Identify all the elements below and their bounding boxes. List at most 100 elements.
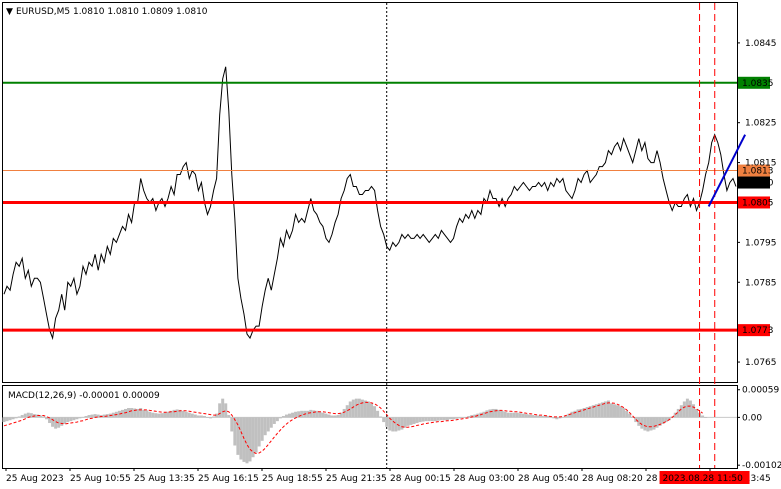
macd-bar [172, 409, 176, 418]
macd-bar [655, 417, 659, 428]
macd-bar [597, 403, 601, 418]
macd-bar [385, 417, 389, 427]
macd-bar [184, 411, 188, 418]
symbol-arrow-icon[interactable]: ▼ [6, 7, 13, 17]
macd-bar [603, 401, 607, 418]
macd-bar [379, 416, 383, 418]
macd-bar [534, 415, 538, 418]
y-tick-label: 1.0825 [745, 119, 777, 129]
macd-bar [75, 417, 79, 420]
macd-bar [406, 417, 410, 426]
macd-bar [622, 408, 626, 418]
macd-bar [227, 415, 231, 418]
x-tick-label: 28 Aug 00:15 [390, 474, 451, 484]
macd-bar [248, 417, 252, 462]
macd-bar [336, 415, 340, 418]
x-tick-label: 28 Aug 08:20 [582, 474, 643, 484]
macd-bar [324, 413, 328, 418]
macd-bar [284, 414, 288, 418]
macd-bar [309, 409, 313, 418]
macd-bar [193, 414, 197, 418]
macd-bar [482, 411, 486, 418]
macd-bar [166, 411, 170, 418]
macd-bar [652, 417, 656, 430]
macd-bar [400, 417, 404, 430]
macd-bar [151, 412, 155, 418]
macd-bar [616, 405, 620, 418]
y-tick-label: 1.0785 [745, 278, 777, 288]
macd-bar [491, 408, 495, 418]
macd-bar [251, 417, 255, 458]
macd-bar [691, 404, 695, 418]
macd-bar [224, 403, 228, 418]
macd-bar [594, 404, 598, 418]
macd-bar [530, 415, 534, 418]
macd-bar [464, 417, 468, 418]
macd-bar [333, 415, 337, 418]
macd-bar [242, 417, 246, 462]
price-line [3, 66, 737, 341]
chart-title: EURUSD,M5 1.0810 1.0810 1.0809 1.0810 [16, 7, 208, 17]
macd-bar [543, 415, 547, 418]
macd-bar [212, 416, 216, 418]
macd-bar [315, 410, 319, 418]
macd-bar [221, 398, 225, 418]
macd-bar [66, 417, 70, 423]
macd-bar [312, 410, 316, 418]
macd-bar [628, 413, 632, 418]
macd-bar [69, 417, 73, 422]
macd-bar [306, 410, 310, 418]
macd-bar [455, 417, 459, 419]
macd-bar [239, 417, 243, 460]
macd-bar [269, 417, 273, 428]
macd-bar [433, 417, 437, 422]
macd-bar [14, 417, 18, 419]
macd-bar [549, 416, 553, 418]
y-tick-label: 1.0845 [745, 39, 777, 49]
macd-bar [181, 410, 185, 418]
macd-bar [233, 417, 237, 446]
macd-bar [436, 417, 440, 421]
macd-bar [321, 412, 325, 418]
macd-title: MACD(12,26,9) -0.00001 0.00009 [8, 391, 160, 401]
macd-bar [527, 414, 531, 418]
macd-bar [609, 403, 613, 418]
macd-bar [84, 415, 88, 418]
macd-bar [154, 413, 158, 418]
macd-bar [555, 417, 559, 420]
macd-bar [418, 417, 422, 423]
macd-bar [606, 400, 610, 418]
macd-bar [5, 417, 9, 422]
macd-bar [695, 408, 699, 418]
x-tick-label: 25 Aug 21:35 [326, 474, 387, 484]
macd-bar [676, 408, 680, 418]
macd-bar [524, 414, 528, 418]
macd-bar [187, 412, 191, 418]
macd-bar [631, 417, 635, 418]
macd-bar [111, 412, 115, 418]
price-label-bg [738, 196, 770, 209]
macd-bar [391, 417, 395, 432]
macd-bar [685, 398, 689, 418]
macd-bar [148, 411, 152, 418]
macd-bar [2, 417, 6, 423]
macd-bar [278, 417, 282, 419]
macd-bar [142, 409, 146, 418]
macd-bar [145, 410, 149, 418]
macd-bar [497, 409, 501, 418]
macd-bar [218, 403, 222, 418]
macd-histogram [2, 398, 708, 464]
macd-bar [345, 405, 349, 418]
macd-bar [515, 412, 519, 418]
macd-bar [120, 409, 124, 418]
y-tick-label: 1.0795 [745, 238, 777, 248]
macd-bar [169, 410, 173, 418]
macd-tick-label: 0.00059 [742, 386, 779, 396]
macd-bar [288, 413, 292, 418]
macd-bar [679, 405, 683, 418]
macd-bar [506, 412, 510, 418]
macd-bar [503, 411, 507, 418]
price-label-1.0773: 1.0773 [742, 326, 774, 336]
macd-bar [23, 413, 27, 418]
